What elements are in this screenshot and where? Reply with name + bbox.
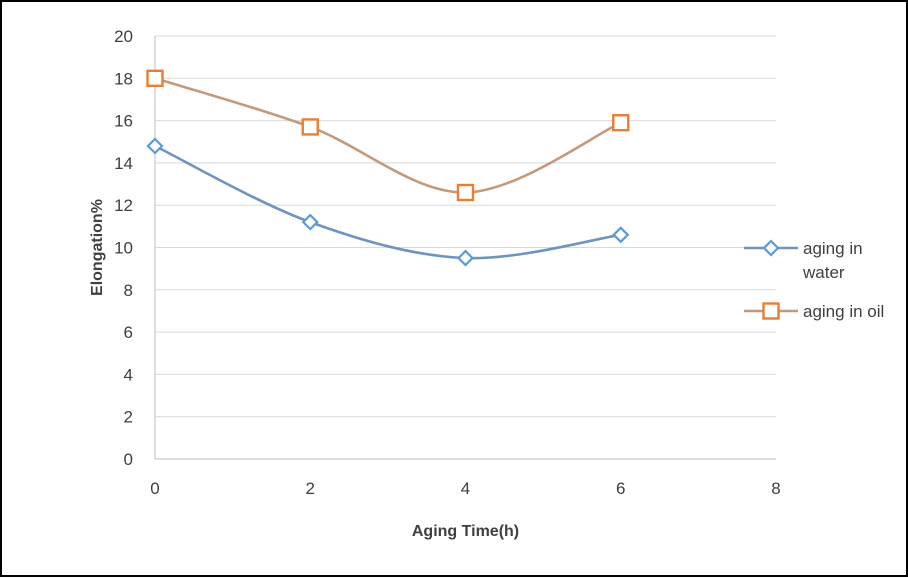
data-point-1-3	[612, 114, 630, 132]
x-tick-label-4: 8	[771, 479, 780, 498]
series-line-0	[154, 144, 621, 260]
legend-marker-1	[762, 302, 780, 320]
series-line-1	[154, 77, 622, 194]
legend-label-1-0: aging in oil	[803, 302, 884, 321]
axes	[154, 36, 776, 460]
y-tick-label-0: 0	[124, 450, 133, 469]
y-tick-label-4: 8	[124, 281, 133, 300]
data-point-0-1	[301, 213, 319, 231]
y-tick-label-8: 16	[114, 112, 133, 131]
y-tick-label-10: 20	[114, 27, 133, 46]
x-tick-label-3: 6	[616, 479, 625, 498]
x-tick-label-0: 0	[150, 479, 159, 498]
legend: aging in water aging in oil	[744, 239, 884, 321]
y-tick-label-2: 4	[124, 365, 133, 384]
gridlines	[155, 35, 776, 418]
y-tick-label-6: 12	[114, 196, 133, 215]
y-axis-title: Elongation%	[89, 199, 106, 296]
data-point-1-2	[456, 183, 475, 202]
x-tick-label-2: 4	[461, 479, 470, 498]
legend-label-0-0: aging in	[803, 239, 863, 258]
x-tick-labels: 0 2 4 6 8	[150, 479, 780, 498]
x-tick-label-1: 2	[306, 479, 315, 498]
series-1	[146, 69, 630, 202]
series-0	[146, 137, 630, 267]
x-axis-title: Aging Time(h)	[412, 523, 519, 540]
y-tick-label-3: 6	[124, 323, 133, 342]
legend-item-0: aging in water	[744, 239, 863, 282]
legend-marker-0	[762, 239, 780, 257]
legend-item-1: aging in oil	[744, 302, 884, 321]
data-point-1-0	[146, 69, 164, 88]
series-group	[146, 69, 630, 267]
y-tick-label-1: 2	[124, 408, 133, 427]
y-tick-label-5: 10	[114, 239, 133, 258]
y-tick-label-9: 18	[114, 69, 133, 88]
y-tick-labels: 0 2 4 6 8 10 12 14 16 18 20	[114, 27, 133, 469]
data-point-0-0	[146, 137, 164, 155]
data-point-0-2	[456, 249, 475, 267]
legend-label-0-1: water	[802, 263, 845, 282]
y-tick-label-7: 14	[114, 154, 133, 173]
data-point-0-3	[612, 226, 630, 244]
data-point-1-1	[301, 118, 319, 136]
